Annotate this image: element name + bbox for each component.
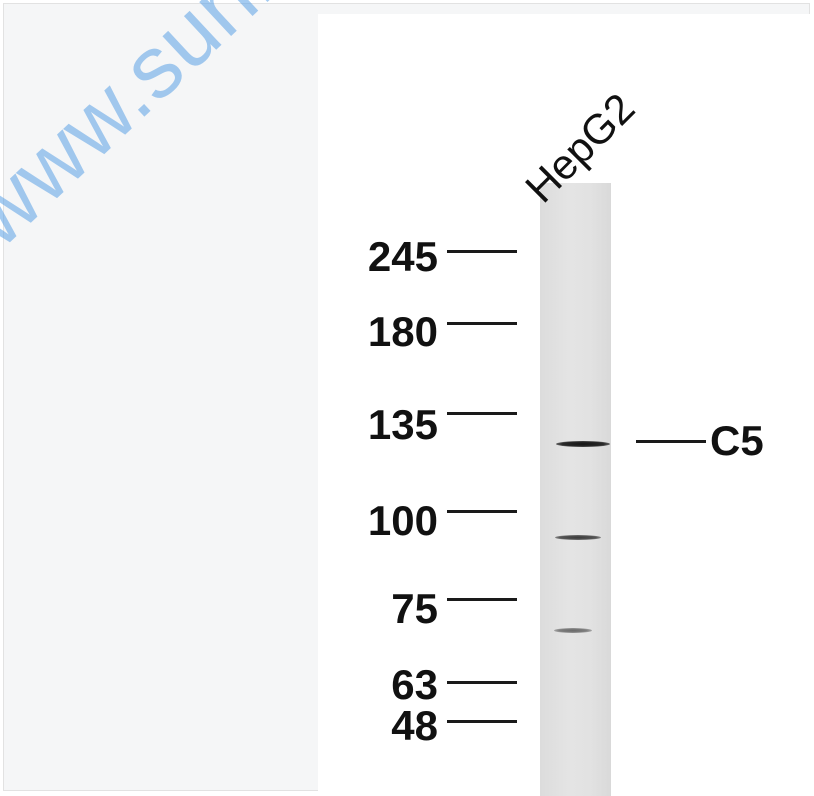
target-pointer-line bbox=[636, 440, 706, 443]
target-label: C5 bbox=[710, 417, 764, 464]
band-secondary bbox=[555, 535, 601, 540]
marker-label-245: 245 bbox=[367, 233, 438, 280]
marker-label-63: 63 bbox=[391, 661, 438, 708]
band-faint bbox=[554, 628, 592, 633]
marker-tick-48 bbox=[447, 720, 517, 723]
marker-label-100: 100 bbox=[367, 497, 438, 544]
marker-label-135: 135 bbox=[367, 401, 438, 448]
marker-tick-135 bbox=[447, 412, 517, 415]
marker-label-48: 48 bbox=[391, 702, 438, 749]
marker-tick-100 bbox=[447, 510, 517, 513]
marker-label-75: 75 bbox=[391, 585, 438, 632]
band-c5 bbox=[556, 441, 610, 447]
marker-tick-245 bbox=[447, 250, 517, 253]
marker-tick-63 bbox=[447, 681, 517, 684]
marker-label-180: 180 bbox=[367, 308, 438, 355]
blot-lane bbox=[540, 183, 611, 796]
marker-tick-75 bbox=[447, 598, 517, 601]
marker-tick-180 bbox=[447, 322, 517, 325]
